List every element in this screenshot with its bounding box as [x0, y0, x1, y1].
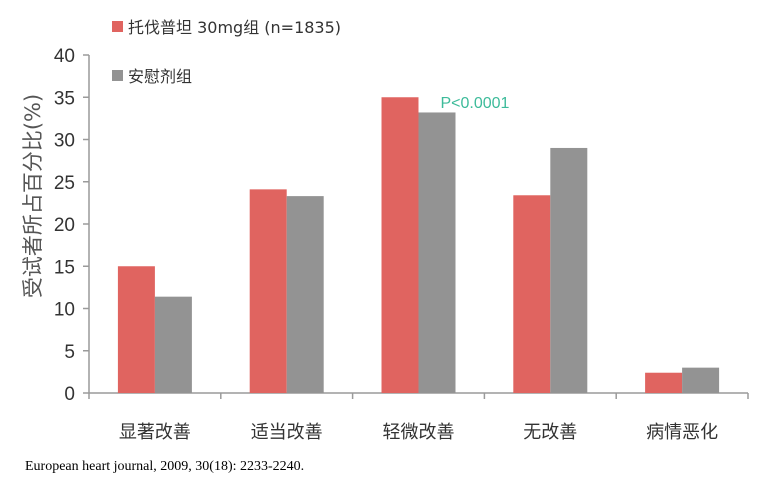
- p-value-annotation: P<0.0001: [441, 95, 510, 112]
- y-tick-label: 15: [54, 257, 75, 278]
- annotations: P<0.0001: [441, 95, 510, 112]
- bar: [249, 189, 287, 393]
- x-category-label: 病情恶化: [646, 422, 718, 443]
- bar: [682, 367, 720, 393]
- bar: [550, 147, 588, 393]
- y-tick-label: 25: [54, 173, 75, 194]
- bar: [513, 195, 551, 393]
- legend-label: 安慰剂组: [128, 67, 192, 86]
- bar: [418, 112, 456, 394]
- x-category-label: 无改善: [523, 422, 577, 443]
- bars: [117, 97, 720, 394]
- y-tick-label: 40: [54, 46, 75, 67]
- x-category-label: 轻微改善: [383, 422, 455, 443]
- y-tick-label: 0: [64, 384, 75, 405]
- bar: [645, 372, 683, 393]
- y-tick-label: 5: [64, 342, 75, 363]
- legend: 托伐普坦 30mg组 (n=1835) 安慰剂组: [112, 18, 341, 86]
- y-tick-label: 35: [54, 88, 75, 109]
- source-citation: European heart journal, 2009, 30(18): 22…: [25, 459, 305, 474]
- legend-swatch: [112, 21, 123, 32]
- bar: [154, 296, 192, 393]
- legend-swatch: [112, 70, 123, 81]
- y-axis: 0 5 10 15 20 25 30 35 40: [54, 46, 90, 405]
- x-axis: 显著改善 适当改善 轻微改善 无改善 病情恶化: [88, 392, 749, 443]
- y-tick-label: 10: [54, 300, 75, 321]
- bar: [117, 266, 155, 393]
- x-category-label: 适当改善: [251, 422, 323, 443]
- bar: [286, 196, 324, 393]
- y-tick-label: 20: [54, 215, 75, 236]
- y-axis-label: 受试者所占百分比(%): [21, 94, 45, 298]
- legend-label: 托伐普坦 30mg组 (n=1835): [128, 18, 341, 37]
- bar: [381, 97, 419, 393]
- x-category-label: 显著改善: [119, 422, 191, 443]
- y-tick-label: 30: [54, 131, 75, 152]
